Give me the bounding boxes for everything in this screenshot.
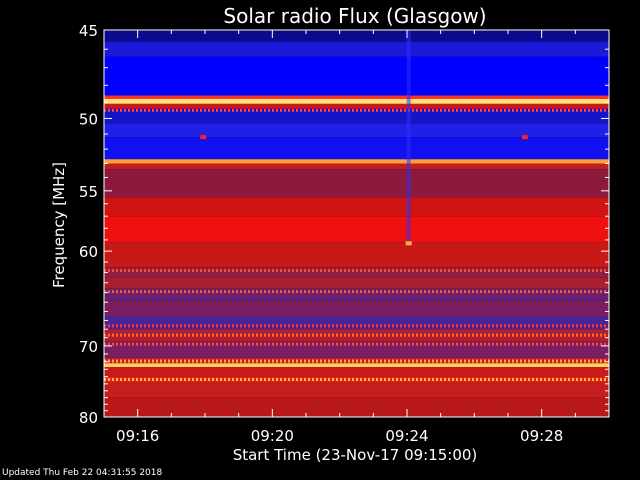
x-tick-label-3: 09:28 [520, 427, 563, 445]
y-axis-label: Frequency [MHz] [50, 162, 68, 288]
freq-band-13 [104, 216, 609, 243]
freq-band-12 [104, 197, 609, 217]
x-tick-label-2: 09:24 [385, 427, 428, 445]
freq-band-27 [104, 397, 609, 417]
freq-band-14 [104, 242, 609, 268]
freq-band-3 [104, 95, 609, 99]
plot-area [104, 30, 609, 417]
chart-title: Solar radio Flux (Glasgow) [223, 4, 486, 28]
freq-band-23 [104, 363, 609, 368]
y-tick-label-5: 80 [79, 409, 98, 427]
freq-band-9 [104, 159, 609, 164]
feature-spot-2 [200, 135, 207, 140]
freq-band-15 [104, 267, 609, 278]
y-tick-label-0: 45 [79, 22, 98, 40]
plot-frame [103, 29, 610, 418]
freq-band-4 [104, 98, 609, 104]
freq-band-16 [104, 277, 609, 289]
freq-band-17 [104, 288, 609, 301]
y-tick-label-1: 50 [79, 110, 98, 128]
axis-ticks: 45 50 55 60 70 80 09:16 09:20 09:24 09:28 [79, 22, 609, 445]
freq-band-21 [104, 341, 609, 358]
x-tick-label-0: 09:16 [116, 427, 159, 445]
freq-band-1 [104, 41, 609, 57]
freq-band-19 [104, 315, 609, 330]
freq-band-8 [104, 137, 609, 160]
y-tick-label-4: 70 [79, 338, 98, 356]
feature-streak-0 [406, 30, 411, 244]
freq-band-6 [104, 108, 609, 124]
x-tick-label-1: 09:20 [251, 427, 294, 445]
freq-band-11 [104, 169, 609, 198]
plot-features [104, 30, 609, 382]
updated-timestamp: Updated Thu Feb 22 04:31:55 2018 [2, 468, 163, 478]
freq-band-18 [104, 300, 609, 316]
x-axis-label: Start Time (23-Nov-17 09:15:00) [233, 446, 478, 464]
feature-spot-1 [405, 241, 412, 246]
freq-band-7 [104, 123, 609, 138]
freq-band-26 [104, 382, 609, 398]
freq-band-24 [104, 367, 609, 377]
y-tick-label-2: 55 [79, 183, 98, 201]
freq-band-5 [104, 103, 609, 109]
freq-band-2 [104, 56, 609, 96]
freq-band-10 [104, 163, 609, 170]
freq-band-0 [104, 30, 609, 42]
y-tick-label-3: 60 [79, 243, 98, 261]
feature-spot-3 [521, 135, 528, 140]
